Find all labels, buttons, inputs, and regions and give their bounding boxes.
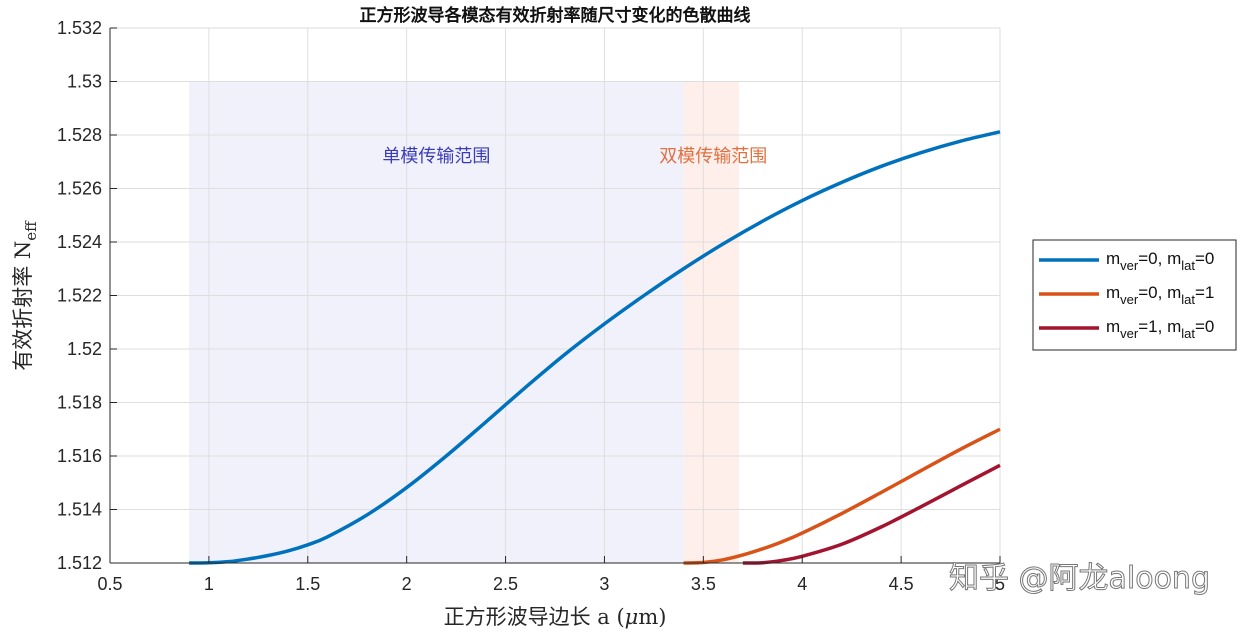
x-tick-label: 4: [797, 574, 807, 594]
tick-labels: 0.5 1 1.5 2 2.5 3 3.5 4 4.5 51.5121.5141.5161.518…: [57, 18, 1005, 594]
x-tick-label: 3.5: [691, 574, 716, 594]
y-axis-label: 有效折射率 Neff: [11, 220, 40, 371]
x-tick-label: 1: [204, 574, 214, 594]
y-tick-label: 1.514: [57, 500, 102, 520]
region-label-1: 单模传输范围: [382, 146, 490, 167]
x-tick-label: 2: [402, 574, 412, 594]
series-line-3: [742, 463, 1001, 565]
series-lines: [189, 130, 1001, 565]
y-tick-label: 1.516: [57, 446, 102, 466]
x-tick-label: 1.5: [295, 574, 320, 594]
regions: [189, 81, 739, 563]
watermark: 知乎 @阿龙aloong: [949, 561, 1210, 596]
y-tick-label: 1.518: [57, 393, 102, 413]
region-band-2: [683, 81, 739, 563]
y-tick-label: 1.52: [67, 339, 102, 359]
x-tick-label: 0.5: [97, 574, 122, 594]
legend-label-1: mver=0, mlat=0: [1106, 249, 1214, 273]
legend: mver=0, mlat=0 mver=0, mlat=1 mver=1, mlat…: [1032, 239, 1237, 351]
x-tick-label: 2.5: [493, 574, 518, 594]
region-annotations: 单模传输范围 双模传输范围: [382, 146, 767, 167]
y-tick-label: 1.526: [57, 179, 102, 199]
series-line-2: [683, 427, 1001, 565]
chart-title: 正方形波导各模态有效折射率随尺寸变化的色散曲线: [360, 5, 751, 26]
x-tick-label: 4.5: [889, 574, 914, 594]
legend-label-2: mver=0, mlat=1: [1106, 283, 1214, 307]
series-line-1: [189, 130, 1001, 565]
y-tick-label: 1.522: [57, 286, 102, 306]
y-tick-label: 1.53: [67, 72, 102, 92]
legend-label-3: mver=1, mlat=0: [1106, 317, 1214, 341]
axes: [109, 27, 1001, 564]
x-tick-label: 5: [995, 574, 1005, 594]
y-tick-label: 1.528: [57, 125, 102, 145]
region-label-2: 双模传输范围: [659, 146, 767, 167]
y-tick-label: 1.512: [57, 553, 102, 573]
x-tick-label: 3: [599, 574, 609, 594]
y-tick-label: 1.532: [57, 18, 102, 38]
grid: [109, 27, 1001, 564]
region-band-1: [189, 81, 684, 563]
y-tick-label: 1.524: [57, 232, 102, 252]
x-axis-label: 正方形波导边长 a (μm): [444, 605, 667, 629]
